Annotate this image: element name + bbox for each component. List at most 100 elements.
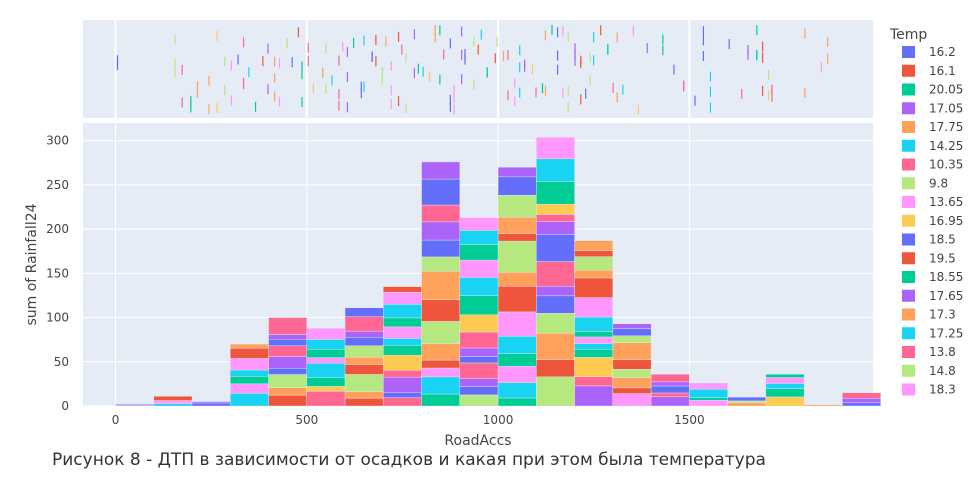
histogram-bar-segment [765,377,805,384]
histogram-bar-segment [497,311,537,337]
histogram-bar-segment [230,383,269,394]
histogram-bar-segment [765,388,805,398]
histogram-bar-segment [497,233,537,242]
histogram-bar-segment [689,382,728,390]
histogram-bar-segment [842,398,881,403]
legend-swatch [902,364,915,377]
histogram-bar-segment [191,402,231,407]
histogram-bar-segment [612,342,652,361]
y-tick-label: 250 [46,178,69,192]
histogram-bar-segment [306,391,346,407]
histogram-bar-segment [306,357,346,364]
histogram-bar-segment [842,392,881,399]
legend-swatch [902,64,915,77]
histogram-bar-segment [536,136,575,160]
histogram-bar-segment [421,239,461,258]
histogram-bar-segment [536,181,575,205]
histogram-bar-segment [612,328,652,336]
histogram-bar-segment [650,381,690,387]
legend-entry-label: 16.2 [929,45,956,59]
histogram-bar-segment [727,400,767,404]
histogram-bar-segment [497,216,537,234]
histogram-bar-segment [153,396,193,401]
histogram-bar-segment [536,221,575,235]
histogram-bar-segment [306,363,346,379]
histogram-bar-segment [191,401,231,404]
histogram-bar-segment [574,385,614,407]
legend-swatch [902,271,915,283]
histogram-bar-segment [574,343,614,350]
histogram-bar-segment [383,317,422,328]
histogram-bar-segment [344,307,384,317]
histogram-bar-segment [536,333,575,360]
legend-entry-label: 18.5 [929,233,956,247]
histogram-bar-segment [230,358,269,371]
histogram-bar-segment [459,362,499,379]
histogram-bar-segment [497,286,537,313]
histogram-bar-segment [574,376,614,387]
histogram-bar-segment [268,317,308,335]
histogram-bar-segment [306,327,346,340]
y-tick-label: 100 [46,311,69,325]
histogram-bar-segment [115,404,154,406]
histogram-bar-segment [230,376,269,385]
histogram-bar-segment [344,397,384,407]
legend-swatch [902,308,915,321]
histogram-bar-segment [421,256,461,272]
histogram-bar-segment [650,396,690,407]
histogram-bar-segment [344,391,384,399]
histogram-bar-segment [268,356,308,369]
y-tick-label: 300 [46,134,69,148]
histogram-bar-segment [421,299,461,322]
histogram-bar-segment [536,313,575,334]
histogram-bar-segment [421,204,461,223]
legend-swatch [902,327,915,340]
histogram-bar-segment [344,330,384,338]
histogram-bar-segment [536,214,575,222]
x-tick-label: 0 [112,413,120,427]
histogram-bar-segment [842,402,881,407]
histogram-bar-segment [497,397,537,407]
y-tick-label: 0 [61,399,69,413]
legend-swatch [902,46,915,58]
legend-entry-label: 14.8 [929,364,956,378]
histogram-bar-segment [383,291,422,305]
legend-swatch [902,289,915,302]
marginal-background [83,20,873,118]
histogram-bar-segment [383,370,422,378]
figure-caption: Рисунок 8 - ДТП в зависимости от осадков… [52,450,766,470]
histogram-bar-segment [230,393,269,407]
legend-entry-label: 17.65 [929,289,963,303]
histogram-bar-segment [459,347,499,357]
histogram-bar-segment [459,295,499,315]
legend-entry-label: 13.65 [929,195,963,209]
legend-swatch [902,158,915,171]
histogram-bar-segment [421,367,461,378]
legend-entry-label: 13.8 [929,345,956,359]
histogram-bar-segment [421,376,461,395]
histogram-bar-segment [574,297,614,318]
histogram-bar-segment [536,376,575,407]
legend-entry-label: 16.95 [929,214,963,228]
rug-marks [116,25,829,115]
histogram-bar-segment [574,277,614,298]
histogram-bar-segment [153,403,193,407]
histogram-bar-segment [497,382,537,399]
histogram-bar-segment [536,359,575,378]
histogram-bar-segment [536,261,575,287]
histogram-bar-segment [421,178,461,206]
histogram-bar-segment [383,397,422,407]
histogram-bar-segment [612,359,652,370]
histogram-bar-segment [344,337,384,346]
legend-entry-label: 17.75 [929,120,963,134]
y-tick-label: 200 [46,222,69,236]
histogram-bar-segment [612,369,652,378]
histogram-bar-segment [230,369,269,377]
histogram-bar-segment [689,388,728,398]
histogram-bar-segment [536,295,575,314]
histogram-bar-segment [497,336,537,354]
histogram-bar-segment [344,356,384,365]
legend-swatch [902,83,915,96]
histogram-bar-segment [268,345,308,357]
legend-swatch [902,346,915,358]
